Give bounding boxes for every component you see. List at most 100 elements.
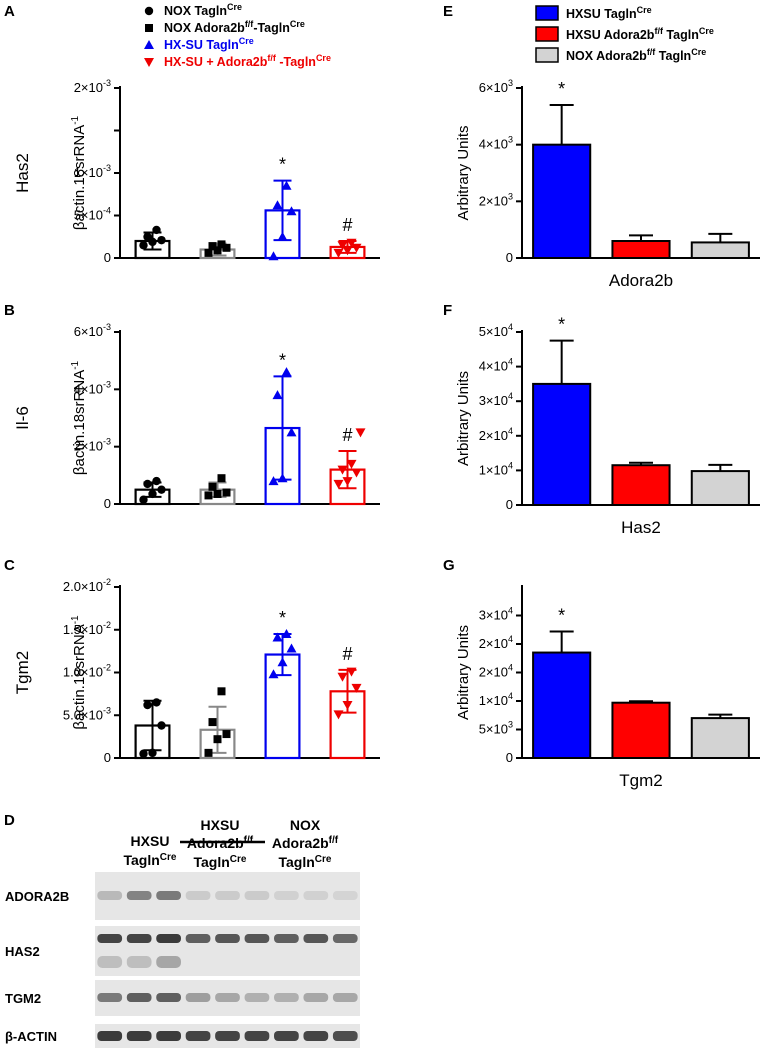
y-tick-label: 2.0×10-2 [63, 577, 111, 594]
data-point [286, 427, 297, 437]
legend-text: -Tagln [276, 55, 316, 69]
data-point [152, 476, 161, 486]
y-tick-label: 1.0×10-2 [63, 663, 111, 680]
legend-swatch [535, 26, 559, 42]
tick-mantissa: 4×10 [74, 381, 103, 396]
data-point [277, 231, 288, 241]
data-point [139, 241, 148, 250]
legend-superscript: f/f [647, 47, 656, 57]
panel-label-f: F [443, 302, 452, 319]
tick-exponent: -3 [103, 78, 111, 88]
y-label-main: βactin.18srRNA [71, 125, 88, 230]
tick-mantissa: 1×10 [479, 693, 508, 708]
data-point [204, 748, 213, 757]
tick-mantissa: 4×10 [479, 137, 508, 152]
data-point [217, 687, 226, 696]
legend-label: NOX TaglnCre [164, 2, 242, 18]
data-point [333, 248, 344, 258]
blot-band [126, 1031, 152, 1041]
y-tick-label: 0 [104, 250, 111, 265]
data-point [277, 473, 288, 483]
blot-band [156, 891, 181, 900]
legend-label: HXSU Adora2bf/f TaglnCre [566, 26, 714, 42]
tick-mantissa: 5.0×10 [63, 707, 103, 722]
y-axis-label: βactin.18srRNA-1 [70, 115, 88, 230]
y-tick-label: 5.0×10-3 [63, 705, 111, 722]
blot-group-text: Tagln [279, 854, 315, 870]
chart-tgm2-qpcr: 05.0×10-31.0×10-21.5×10-22.0×10-2βactin.… [13, 577, 380, 765]
tick-mantissa: 1.0×10 [63, 665, 103, 680]
blot-band [156, 1031, 181, 1041]
tick-exponent: -2 [103, 663, 111, 673]
western-blot: HXSUTaglnCreHXSUAdora2bf/fTaglnCreNOXAdo… [5, 817, 360, 1048]
panel-label-a: A [4, 3, 15, 20]
x-axis-gene-label: Has2 [621, 518, 661, 537]
legend-marker [144, 40, 154, 49]
blot-band [215, 1031, 240, 1041]
blot-band [215, 934, 240, 943]
tick-mantissa: 1×10 [479, 462, 508, 477]
blot-band-lower [156, 956, 181, 968]
legend-text: HX-SU + Adora2b [164, 55, 268, 69]
blot-band [244, 891, 270, 900]
blot-band [185, 1031, 211, 1041]
tick-mantissa: 6×10 [74, 324, 103, 339]
legend-superscript: Cre [227, 2, 242, 12]
y-tick-label: 2×104 [479, 426, 513, 443]
significance-mark: * [279, 608, 286, 628]
tick-mantissa: 5×10 [479, 324, 508, 339]
data-point [213, 489, 222, 498]
data-point [355, 428, 366, 438]
data-point [286, 206, 297, 216]
tick-mantissa: 2×10 [479, 665, 508, 680]
y-tick-label: 4×10-3 [74, 379, 111, 396]
y-tick-label: 6×103 [479, 78, 513, 95]
data-point [217, 474, 226, 483]
legend-text: HX-SU Tagln [164, 38, 239, 52]
tick-mantissa: 6×10 [479, 80, 508, 95]
legend-superscript: Cre [316, 53, 331, 63]
data-point [143, 479, 152, 489]
blot-band [97, 993, 123, 1002]
tick-exponent: 4 [508, 663, 513, 673]
tick-mantissa: 3×10 [479, 393, 508, 408]
legend-text: HXSU Adora2b [566, 28, 655, 42]
bar [532, 382, 592, 506]
legend-superscript: Cre [691, 47, 706, 57]
tick-mantissa: 2×10 [479, 193, 508, 208]
blot-group-superscript: f/f [329, 835, 339, 846]
y-tick-label: 1.5×10-2 [63, 620, 111, 637]
data-point [272, 632, 283, 642]
blot-band [244, 1031, 270, 1041]
data-point [346, 238, 357, 248]
blot-group-text: Tagln [124, 852, 160, 868]
legend-text: Tagln [663, 28, 699, 42]
gene-label: Has2 [13, 153, 32, 193]
y-tick-label: 5×104 [479, 322, 513, 339]
data-point [351, 683, 362, 693]
y-tick-label: 2×103 [479, 191, 513, 208]
legend-superscript: Cre [699, 26, 714, 36]
y-tick-label: 1×10-3 [74, 163, 111, 180]
blot-row-label: β-ACTIN [5, 1029, 57, 1044]
tick-mantissa: 1×10 [74, 165, 103, 180]
y-tick-label: 2×10-3 [74, 437, 111, 454]
y-label-exponent: -1 [70, 360, 81, 369]
tick-exponent: 4 [508, 322, 513, 332]
y-tick-label: 1×104 [479, 460, 513, 477]
tick-mantissa: 1.5×10 [63, 622, 103, 637]
blot-band [274, 934, 299, 943]
tick-mantissa: 0 [104, 750, 111, 765]
y-tick-label: 0 [104, 496, 111, 511]
y-tick-label: 0 [506, 750, 513, 765]
significance-mark: # [342, 425, 352, 445]
bar [690, 241, 750, 260]
blot-band [332, 993, 358, 1002]
blot-band [126, 891, 152, 900]
tick-mantissa: 3×10 [479, 608, 508, 623]
data-point [143, 232, 152, 241]
data-point [148, 489, 157, 499]
data-point [208, 718, 217, 727]
